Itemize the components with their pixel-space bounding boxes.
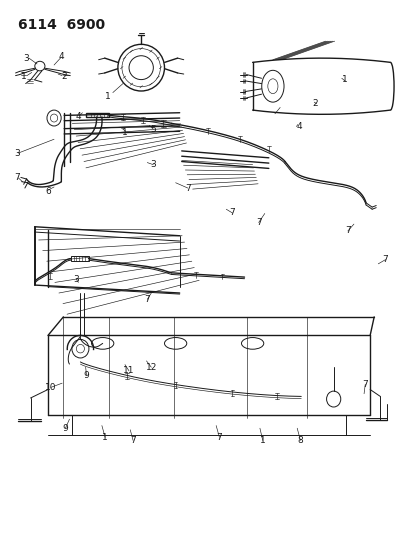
Text: 1: 1 (105, 92, 111, 101)
Text: 5: 5 (151, 125, 156, 134)
Text: 9: 9 (84, 370, 89, 379)
Text: 3: 3 (151, 160, 156, 169)
Text: 4: 4 (297, 122, 302, 131)
Text: 7: 7 (185, 183, 191, 192)
Text: 2: 2 (61, 72, 67, 81)
Text: 1: 1 (122, 128, 128, 137)
Text: 3: 3 (24, 54, 29, 63)
Text: 11: 11 (123, 367, 135, 375)
Text: 2: 2 (313, 99, 318, 108)
Text: 7: 7 (217, 433, 222, 442)
Text: 6114  6900: 6114 6900 (18, 18, 105, 33)
Text: 6: 6 (45, 187, 51, 196)
Text: 7: 7 (256, 218, 262, 227)
Text: 7: 7 (130, 436, 136, 445)
Text: 7: 7 (144, 295, 150, 304)
Text: 8: 8 (297, 436, 303, 445)
Text: 1: 1 (342, 75, 348, 84)
Text: 7: 7 (362, 379, 368, 389)
Text: 1: 1 (21, 72, 27, 81)
Text: 7: 7 (229, 208, 235, 217)
Text: 4: 4 (59, 52, 64, 61)
Text: 12: 12 (146, 363, 157, 372)
Text: 7: 7 (14, 173, 20, 182)
Text: 7: 7 (383, 255, 388, 264)
Text: 4: 4 (75, 112, 81, 121)
Text: 3: 3 (73, 274, 79, 284)
Text: 3: 3 (14, 149, 20, 158)
Text: 9: 9 (62, 424, 68, 433)
Text: 1: 1 (102, 433, 108, 442)
Text: 10: 10 (45, 383, 57, 392)
Text: 1: 1 (260, 436, 266, 445)
Text: 7: 7 (345, 227, 351, 236)
